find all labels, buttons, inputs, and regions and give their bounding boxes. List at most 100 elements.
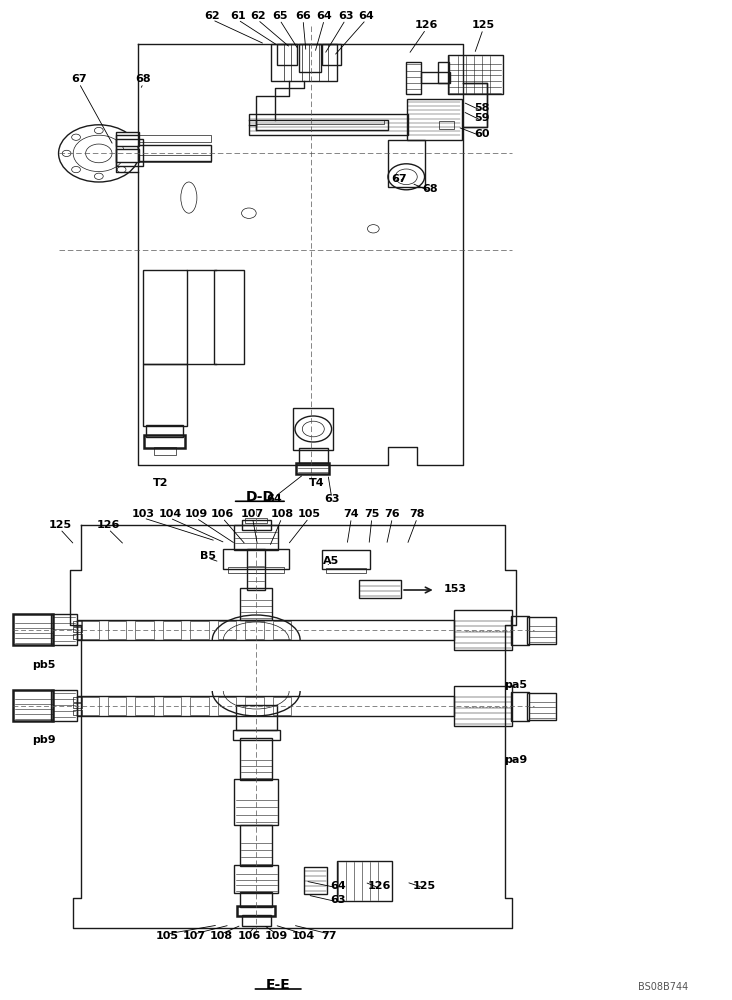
Bar: [190, 620, 209, 639]
Text: 125: 125: [413, 881, 436, 891]
Text: 104: 104: [292, 931, 315, 941]
Bar: [223, 549, 289, 569]
Bar: [218, 620, 236, 639]
Text: 68: 68: [135, 74, 152, 84]
Text: 63: 63: [337, 11, 354, 21]
Bar: [77, 619, 454, 640]
Bar: [299, 448, 328, 463]
Text: 106: 106: [211, 509, 234, 519]
Text: 77: 77: [321, 931, 337, 941]
Bar: [163, 696, 182, 714]
Text: D-D: D-D: [245, 490, 274, 504]
Bar: [116, 149, 139, 162]
Bar: [228, 566, 284, 572]
Bar: [245, 620, 264, 639]
Bar: [51, 614, 77, 645]
Text: 68: 68: [422, 184, 438, 194]
Text: 67: 67: [391, 174, 407, 184]
Bar: [138, 145, 211, 161]
Bar: [116, 139, 143, 166]
Text: 107: 107: [182, 931, 206, 941]
Bar: [73, 620, 82, 626]
Bar: [81, 620, 99, 639]
Bar: [299, 44, 321, 72]
Text: 78: 78: [409, 509, 425, 519]
Bar: [237, 906, 275, 916]
Text: 109: 109: [184, 509, 208, 519]
Bar: [247, 549, 265, 590]
Bar: [511, 692, 529, 721]
Bar: [439, 121, 454, 129]
Bar: [322, 44, 341, 65]
Bar: [240, 892, 272, 907]
Bar: [256, 120, 384, 124]
Text: 108: 108: [209, 931, 233, 941]
Bar: [51, 690, 77, 721]
Bar: [116, 132, 139, 146]
Text: 63: 63: [324, 494, 340, 504]
Bar: [438, 62, 449, 83]
Bar: [337, 861, 392, 901]
Bar: [296, 463, 329, 474]
Bar: [271, 44, 337, 81]
Text: 126: 126: [414, 20, 438, 30]
Text: 64: 64: [316, 11, 332, 21]
Bar: [421, 72, 450, 83]
Text: 64: 64: [330, 881, 346, 891]
Bar: [218, 696, 236, 714]
Bar: [406, 62, 421, 94]
Bar: [256, 120, 388, 130]
Bar: [245, 696, 264, 714]
Bar: [240, 824, 272, 866]
Text: 74: 74: [343, 509, 359, 519]
Bar: [108, 696, 127, 714]
Text: 125: 125: [48, 520, 72, 530]
Bar: [249, 114, 408, 135]
Text: 107: 107: [241, 509, 264, 519]
Bar: [527, 693, 556, 720]
Bar: [388, 140, 425, 187]
Text: 108: 108: [270, 509, 294, 519]
Bar: [245, 518, 267, 522]
Bar: [277, 44, 297, 65]
Bar: [73, 710, 82, 714]
Text: 106: 106: [237, 931, 261, 941]
Text: 76: 76: [384, 509, 400, 519]
Bar: [242, 915, 271, 926]
Text: 64: 64: [358, 11, 374, 21]
Text: BS08B744: BS08B744: [638, 982, 688, 992]
Bar: [143, 364, 187, 426]
Text: pa5: pa5: [504, 680, 528, 690]
Bar: [190, 696, 209, 714]
Bar: [73, 696, 82, 702]
Bar: [143, 270, 187, 364]
Bar: [13, 614, 53, 645]
Text: 67: 67: [71, 74, 87, 84]
Text: pb5: pb5: [32, 660, 56, 670]
Bar: [73, 634, 82, 639]
Text: 125: 125: [471, 20, 495, 30]
Text: 59: 59: [474, 113, 490, 123]
Bar: [234, 865, 278, 892]
Bar: [214, 270, 244, 364]
Text: 60: 60: [474, 129, 490, 139]
Bar: [511, 616, 529, 645]
Text: pa9: pa9: [504, 755, 528, 765]
Text: 75: 75: [364, 509, 380, 519]
Bar: [304, 866, 327, 894]
Bar: [138, 135, 211, 142]
Bar: [293, 408, 333, 450]
Bar: [13, 690, 53, 721]
Text: 105: 105: [297, 509, 321, 519]
Text: 103: 103: [132, 509, 155, 519]
Bar: [527, 617, 556, 644]
Bar: [273, 620, 291, 639]
Text: 126: 126: [97, 520, 120, 530]
Bar: [73, 703, 82, 708]
Bar: [73, 627, 82, 632]
Bar: [234, 525, 278, 550]
Bar: [135, 620, 154, 639]
Text: E-E: E-E: [266, 978, 291, 992]
Bar: [273, 696, 291, 714]
Bar: [233, 730, 280, 740]
